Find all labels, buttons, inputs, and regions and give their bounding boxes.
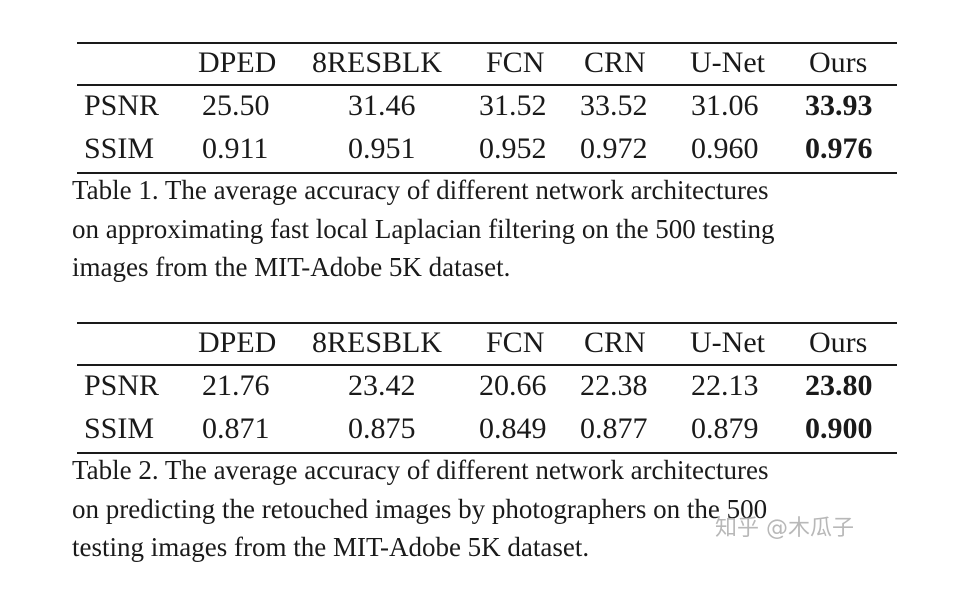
row-label: PSNR xyxy=(84,89,160,122)
table-cell: 0.960 xyxy=(691,132,759,165)
top-rule xyxy=(77,322,897,324)
column-header: DPED xyxy=(198,326,277,359)
caption-line: on predicting the retouched images by ph… xyxy=(72,493,768,524)
table-cell: 0.879 xyxy=(691,412,759,445)
table-cell: 0.952 xyxy=(479,132,547,165)
caption-line: Table 2. The average accuracy of differe… xyxy=(72,455,769,485)
table-cell-best: 23.80 xyxy=(805,369,873,402)
header-rule xyxy=(77,84,897,86)
caption-line: testing images from the MIT-Adobe 5K dat… xyxy=(72,532,590,562)
column-header: Ours xyxy=(809,46,868,79)
table-caption: Table 1. The average accuracy of differe… xyxy=(72,171,904,287)
table-cell: 31.52 xyxy=(479,89,547,122)
caption-line: Table 1. The average accuracy of differe… xyxy=(72,175,769,205)
table-row-psnr: PSNR 25.50 31.46 31.52 33.52 31.06 33.93 xyxy=(72,86,902,126)
column-header: U-Net xyxy=(690,326,765,359)
table-row-ssim: SSIM 0.911 0.951 0.952 0.972 0.960 0.976 xyxy=(72,129,902,169)
table-cell: 0.877 xyxy=(580,412,648,445)
row-label: SSIM xyxy=(84,132,155,165)
table-cell: 0.871 xyxy=(202,412,270,445)
table-cell-best: 0.900 xyxy=(805,412,873,445)
table-row-psnr: PSNR 21.76 23.42 20.66 22.38 22.13 23.80 xyxy=(72,366,902,406)
table-cell: 22.13 xyxy=(691,369,759,402)
column-header: CRN xyxy=(584,326,646,359)
column-header: 8RESBLK xyxy=(312,46,443,79)
table-cell: 33.52 xyxy=(580,89,648,122)
table-cell: 23.42 xyxy=(348,369,416,402)
table-cell-best: 33.93 xyxy=(805,89,873,122)
top-rule xyxy=(77,42,897,44)
caption-line: on approximating fast local Laplacian fi… xyxy=(72,213,775,244)
column-header: FCN xyxy=(486,46,545,79)
header-row: DPED 8RESBLK FCN CRN U-Net Ours xyxy=(72,323,902,363)
column-header: 8RESBLK xyxy=(312,326,443,359)
row-label: SSIM xyxy=(84,412,155,445)
bottom-rule xyxy=(77,452,897,454)
table-cell: 31.06 xyxy=(691,89,759,122)
column-header: FCN xyxy=(486,326,545,359)
header-rule xyxy=(77,364,897,366)
column-header: DPED xyxy=(198,46,277,79)
table-cell: 25.50 xyxy=(202,89,270,122)
table-cell: 0.875 xyxy=(348,412,416,445)
table-caption: Table 2. The average accuracy of differe… xyxy=(72,451,904,567)
table-cell: 0.849 xyxy=(479,412,547,445)
watermark: 知乎 @木瓜子 xyxy=(715,516,854,541)
column-header: U-Net xyxy=(690,46,765,79)
table-cell: 0.951 xyxy=(348,132,416,165)
column-header: CRN xyxy=(584,46,646,79)
table-row-ssim: SSIM 0.871 0.875 0.849 0.877 0.879 0.900 xyxy=(72,409,902,449)
table-cell: 0.911 xyxy=(202,132,269,165)
caption-line: images from the MIT-Adobe 5K dataset. xyxy=(72,252,511,282)
table-cell: 22.38 xyxy=(580,369,648,402)
row-label: PSNR xyxy=(84,369,160,402)
table-cell: 20.66 xyxy=(479,369,547,402)
table-cell: 31.46 xyxy=(348,89,416,122)
table-cell-best: 0.976 xyxy=(805,132,873,165)
column-header: Ours xyxy=(809,326,868,359)
header-row: DPED 8RESBLK FCN CRN U-Net Ours xyxy=(72,43,902,83)
table-cell: 0.972 xyxy=(580,132,648,165)
bottom-rule xyxy=(77,172,897,174)
table-cell: 21.76 xyxy=(202,369,270,402)
